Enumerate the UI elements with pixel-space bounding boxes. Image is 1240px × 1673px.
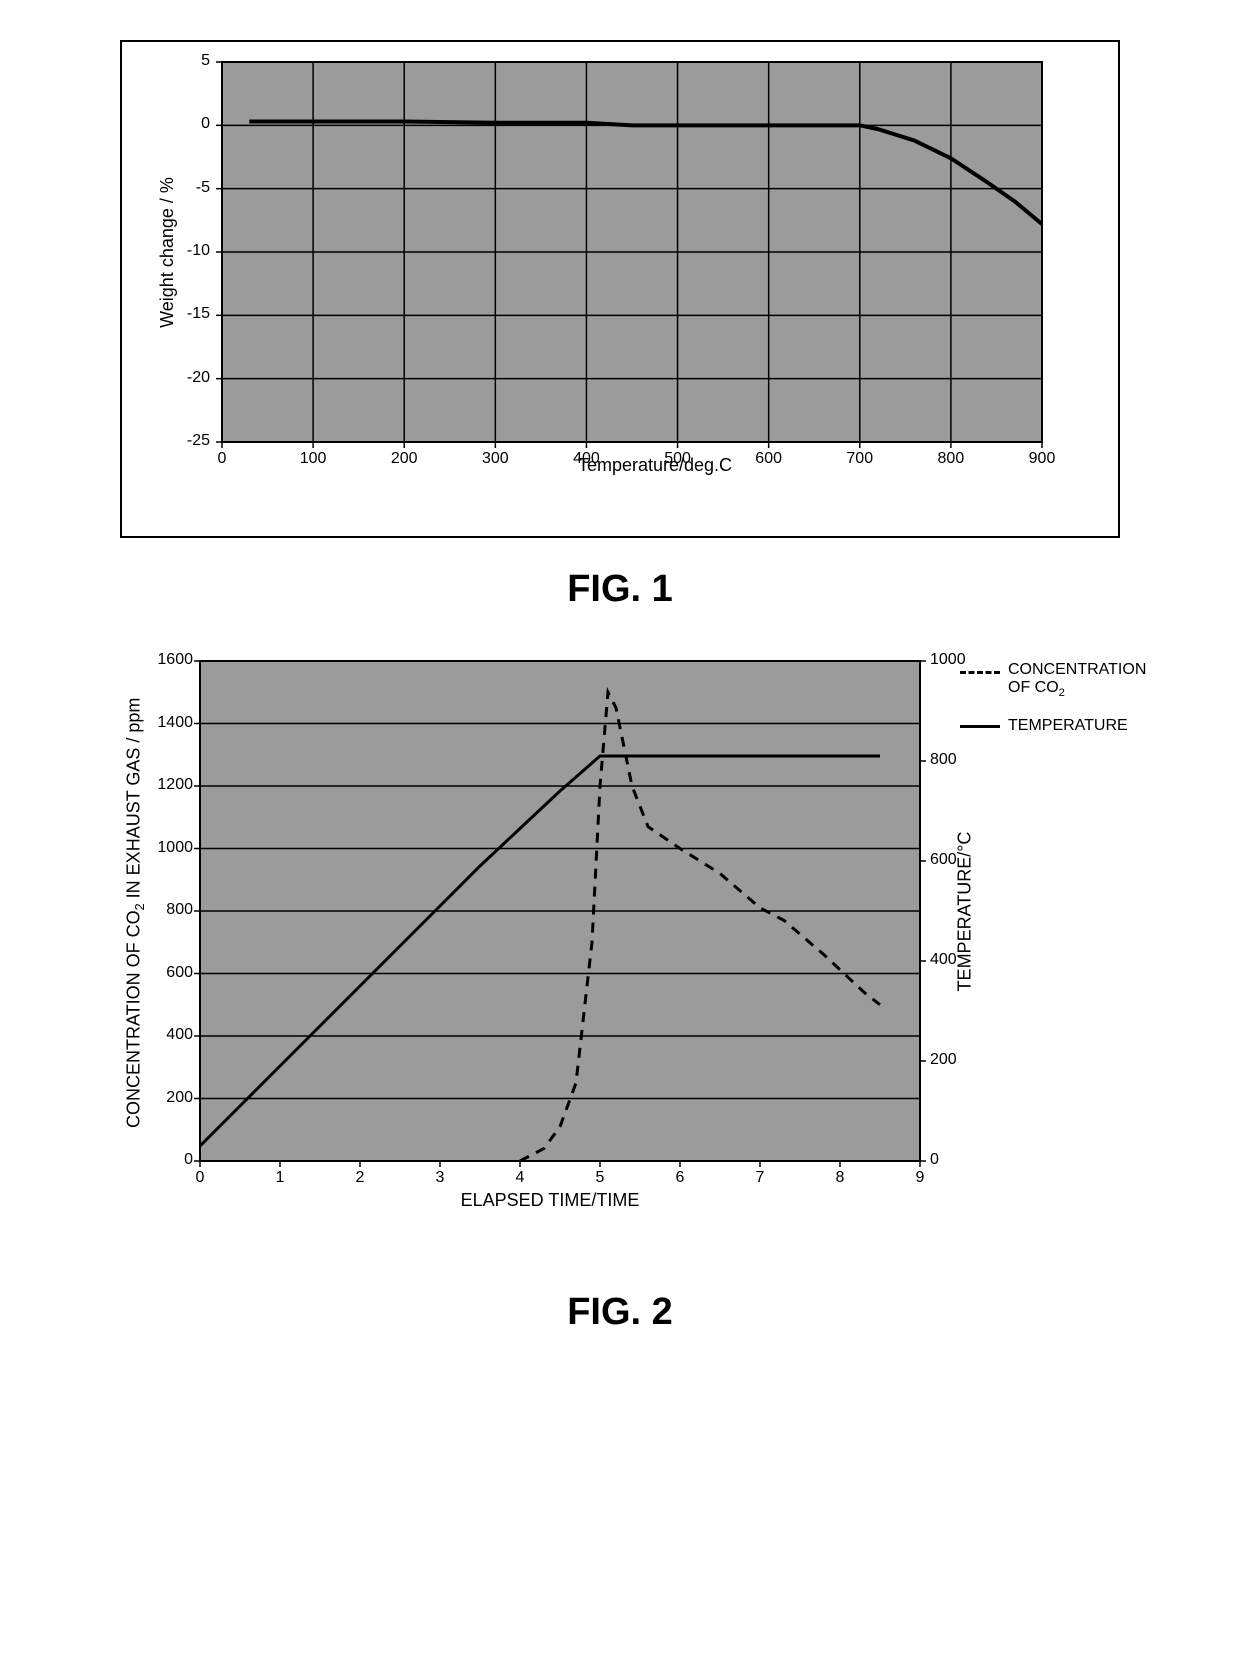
fig2-legend: CONCENTRATIONOF CO2 TEMPERATURE: [960, 661, 1180, 753]
fig2-xtick-label: 1: [270, 1169, 290, 1187]
fig1-xtick-label: 800: [931, 450, 971, 468]
fig1-chart: -25-20-15-10-505 01002003004005006007008…: [152, 62, 1088, 516]
fig2-plot-svg: [200, 661, 920, 1161]
fig2-ylabel-left: CONCENTRATION OF CO2 IN EXHAUST GAS / pp…: [123, 698, 147, 1128]
fig2-ytick-right-label: 400: [930, 951, 957, 969]
fig2-ytick-left-label: 0: [145, 1151, 193, 1169]
fig2-caption: FIG. 2: [80, 1291, 1160, 1334]
figure-1: -25-20-15-10-505 01002003004005006007008…: [80, 40, 1160, 611]
fig2-xtick-label: 2: [350, 1169, 370, 1187]
fig2-chart: 02004006008001000120014001600 0200400600…: [80, 661, 1160, 1261]
legend-swatch-dashed: [960, 671, 1000, 674]
fig2-ytick-right-label: 200: [930, 1051, 957, 1069]
legend-label-co2: CONCENTRATIONOF CO2: [1008, 661, 1146, 699]
fig2-ytick-left-label: 1400: [145, 714, 193, 732]
fig1-xtick-label: 500: [658, 450, 698, 468]
fig2-ytick-left-label: 800: [145, 901, 193, 919]
fig2-ytick-right-label: 0: [930, 1151, 939, 1169]
fig1-xtick-label: 200: [384, 450, 424, 468]
fig1-xtick-label: 400: [566, 450, 606, 468]
fig2-ytick-right-label: 600: [930, 851, 957, 869]
fig2-ytick-left-label: 1000: [145, 839, 193, 857]
fig1-xtick-label: 700: [840, 450, 880, 468]
legend-swatch-solid: [960, 725, 1000, 728]
fig2-xtick-label: 4: [510, 1169, 530, 1187]
fig1-ylabel: Weight change / %: [157, 177, 178, 328]
legend-item-co2: CONCENTRATIONOF CO2: [960, 661, 1180, 699]
fig2-ytick-left-label: 400: [145, 1026, 193, 1044]
fig2-ytick-left-label: 200: [145, 1089, 193, 1107]
fig2-xtick-label: 7: [750, 1169, 770, 1187]
figure-2: 02004006008001000120014001600 0200400600…: [80, 661, 1160, 1334]
legend-label-temp: TEMPERATURE: [1008, 717, 1128, 735]
fig1-plot-svg: [222, 62, 1042, 442]
fig2-xtick-label: 3: [430, 1169, 450, 1187]
fig1-xtick-label: 300: [475, 450, 515, 468]
fig1-ytick-label: -20: [160, 369, 210, 387]
fig2-xtick-label: 8: [830, 1169, 850, 1187]
fig1-caption: FIG. 1: [80, 568, 1160, 611]
fig1-border-box: -25-20-15-10-505 01002003004005006007008…: [120, 40, 1120, 538]
fig1-ytick-label: -25: [160, 432, 210, 450]
fig1-xtick-label: 0: [202, 450, 242, 468]
fig2-ylabel-right: TEMPERATURE/°C: [955, 832, 976, 992]
fig2-ytick-left-label: 1200: [145, 776, 193, 794]
legend-item-temp: TEMPERATURE: [960, 717, 1180, 735]
fig1-xtick-label: 600: [749, 450, 789, 468]
fig2-xtick-label: 6: [670, 1169, 690, 1187]
fig2-ytick-left-label: 1600: [145, 651, 193, 669]
fig2-ytick-right-label: 800: [930, 751, 957, 769]
fig2-ytick-left-label: 600: [145, 964, 193, 982]
fig2-xtick-label: 9: [910, 1169, 930, 1187]
fig1-ytick-label: 0: [160, 115, 210, 133]
fig2-xtick-label: 5: [590, 1169, 610, 1187]
fig2-ylabel-left-text: CONCENTRATION OF CO2 IN EXHAUST GAS / pp…: [123, 698, 143, 1128]
fig2-xlabel: ELAPSED TIME/TIME: [200, 1190, 900, 1211]
fig1-xtick-label: 900: [1022, 450, 1062, 468]
fig1-xtick-label: 100: [293, 450, 333, 468]
fig1-ytick-label: 5: [160, 52, 210, 70]
fig2-xtick-label: 0: [190, 1169, 210, 1187]
